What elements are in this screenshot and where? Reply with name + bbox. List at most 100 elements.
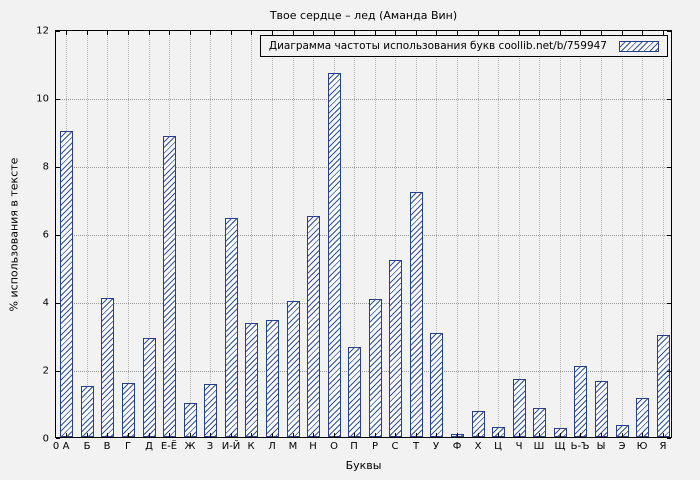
x-tick: [519, 433, 520, 437]
x-tick-label: Г: [124, 441, 132, 452]
bar-Ю: [636, 398, 649, 437]
y-tick: [667, 303, 671, 304]
x-tick: [601, 433, 602, 437]
x-tick-label: Ю: [636, 441, 648, 452]
h-gridline: [56, 303, 671, 304]
v-gridline: [210, 31, 211, 437]
x-tick: [87, 433, 88, 437]
x-tick-label: З: [206, 441, 214, 452]
bar-Н: [307, 216, 320, 437]
x-tick: [354, 433, 355, 437]
bar-Р: [369, 299, 382, 437]
v-gridline: [478, 31, 479, 437]
x-tick: [210, 433, 211, 437]
y-tick: [56, 235, 60, 236]
x-tick: [539, 31, 540, 35]
bar-Я: [657, 335, 670, 437]
x-tick: [622, 31, 623, 35]
x-tick: [478, 433, 479, 437]
x-tick: [416, 433, 417, 437]
x-tick-label: Я: [659, 441, 667, 452]
v-gridline: [642, 31, 643, 437]
bar-И-Й: [225, 218, 238, 437]
x-tick-label: Щ: [554, 441, 566, 452]
x-tick: [210, 31, 211, 35]
x-tick: [66, 433, 67, 437]
x-tick: [478, 31, 479, 35]
x-tick: [560, 31, 561, 35]
v-gridline: [436, 31, 437, 437]
y-tick-label: 0: [42, 433, 49, 445]
v-gridline: [580, 31, 581, 437]
x-axis-label: Буквы: [345, 459, 382, 472]
x-tick: [251, 31, 252, 35]
h-gridline: [56, 235, 671, 236]
x-tick: [128, 31, 129, 35]
x-tick: [416, 31, 417, 35]
v-gridline: [87, 31, 88, 437]
v-gridline: [354, 31, 355, 437]
y-tick: [56, 303, 60, 304]
v-gridline: [293, 31, 294, 437]
x-tick-label: М: [288, 441, 298, 452]
y-tick-label: 10: [36, 93, 49, 105]
x-tick-label: Д: [145, 441, 153, 452]
x-tick: [375, 31, 376, 35]
bar-П: [348, 347, 361, 437]
x-tick-label: И-Й: [221, 441, 241, 452]
x-tick: [642, 433, 643, 437]
bar-Г: [122, 383, 135, 437]
x-tick: [457, 31, 458, 35]
x-tick: [272, 31, 273, 35]
x-tick: [169, 433, 170, 437]
y-tick: [56, 167, 60, 168]
bar-Б: [81, 386, 94, 437]
bar-Т: [410, 192, 423, 437]
x-tick-label: Б: [83, 441, 91, 452]
h-gridline: [56, 371, 671, 372]
y-axis-label-container: % использования в тексте: [0, 30, 28, 438]
x-tick: [580, 433, 581, 437]
h-gridline: [56, 99, 671, 100]
x-tick-label: Ь-Ъ: [570, 441, 590, 452]
bar-Д: [143, 338, 156, 437]
legend-swatch: [619, 40, 659, 52]
v-gridline: [457, 31, 458, 437]
v-gridline: [375, 31, 376, 437]
x-tick-label: Т: [412, 441, 420, 452]
x-tick-label: Ы: [596, 441, 606, 452]
x-tick-label: Ж: [184, 441, 196, 452]
x-tick-label: Э: [618, 441, 626, 452]
plot-area: Диаграмма частоты использования букв coo…: [36, 26, 672, 452]
y-tick-label: 4: [42, 297, 49, 309]
v-gridline: [149, 31, 150, 437]
x-tick-label: К: [247, 441, 255, 452]
bar-А: [60, 131, 73, 437]
h-gridline: [56, 167, 671, 168]
x-tick: [149, 433, 150, 437]
x-tick-label: П: [350, 441, 358, 452]
x-tick: [642, 31, 643, 35]
y-tick: [56, 438, 60, 439]
x-tick-label: Ш: [533, 441, 545, 452]
bar-С: [389, 260, 402, 437]
x-tick: [251, 433, 252, 437]
x-tick: [498, 31, 499, 35]
v-gridline: [498, 31, 499, 437]
v-gridline: [128, 31, 129, 437]
bar-Ч: [513, 379, 526, 437]
x-tick: [395, 31, 396, 35]
x-tick: [107, 433, 108, 437]
x-origin-label: 0: [52, 441, 60, 452]
x-tick: [354, 31, 355, 35]
x-tick: [169, 31, 170, 35]
x-tick: [580, 31, 581, 35]
bar-З: [204, 384, 217, 437]
y-tick: [667, 235, 671, 236]
x-tick-label: Н: [309, 441, 317, 452]
x-tick: [231, 433, 232, 437]
bar-Л: [266, 320, 279, 437]
y-tick-label: 12: [36, 25, 49, 37]
v-gridline: [601, 31, 602, 437]
bar-О: [328, 73, 341, 437]
